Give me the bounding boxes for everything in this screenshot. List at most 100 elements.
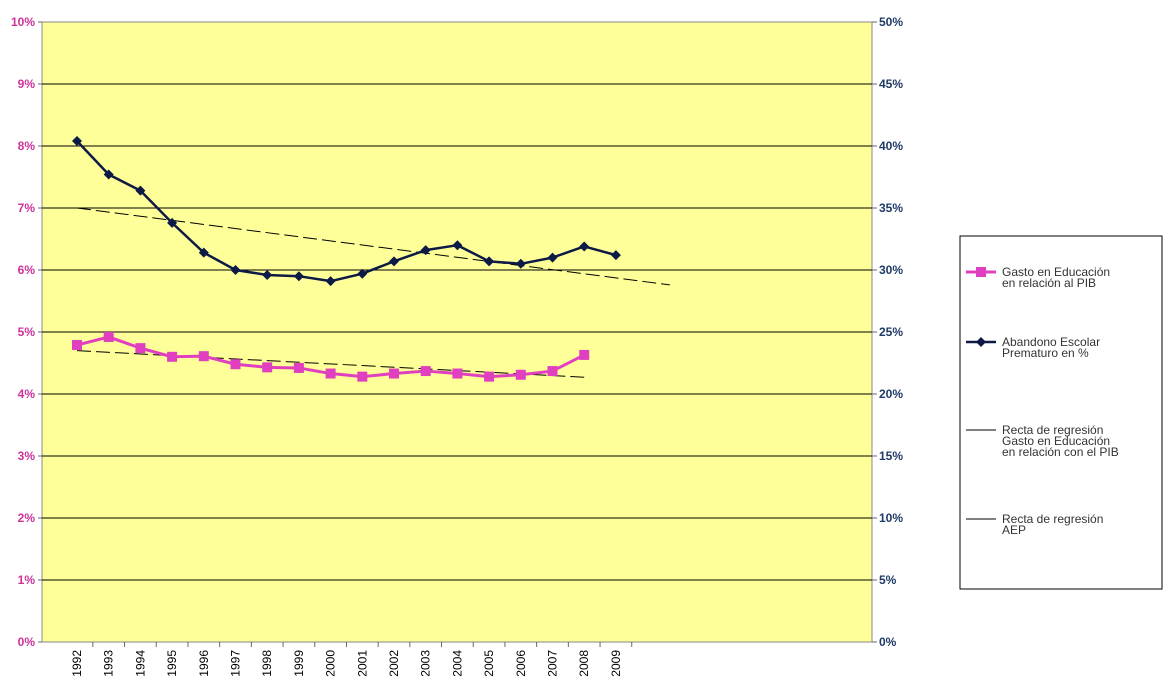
x-tick-label: 1996 xyxy=(197,650,211,677)
gridlines xyxy=(42,83,872,581)
right-tick-label: 25% xyxy=(879,325,903,339)
left-tick-label: 7% xyxy=(18,201,36,215)
data-point-aep xyxy=(262,269,273,280)
left-tick-label: 0% xyxy=(18,635,36,649)
x-tick-label: 2009 xyxy=(609,650,623,677)
left-tick-label: 5% xyxy=(18,325,36,339)
right-tick-label: 10% xyxy=(879,511,903,525)
legend-label: en relación con el PIB xyxy=(1002,445,1119,459)
legend-box xyxy=(959,235,1163,590)
data-point-aep xyxy=(610,250,621,261)
data-point-aep xyxy=(293,271,304,282)
x-tick-label: 2005 xyxy=(482,650,496,677)
data-point-aep xyxy=(515,258,526,269)
right-tick-label: 35% xyxy=(879,201,903,215)
left-axis: 0% 1% 2% 3% 4% 5% 6% 7% 8% 9% 10% xyxy=(11,15,42,649)
data-point-aep xyxy=(357,268,368,279)
x-tick-label: 2002 xyxy=(387,650,401,677)
data-point-aep xyxy=(452,240,463,251)
left-tick-label: 9% xyxy=(18,77,36,91)
x-tick-label: 2004 xyxy=(450,650,464,677)
x-tick-label: 1995 xyxy=(165,650,179,677)
right-tick-label: 15% xyxy=(879,449,903,463)
left-tick-label: 2% xyxy=(18,511,36,525)
x-tick-label: 1998 xyxy=(260,650,274,677)
left-tick-label: 10% xyxy=(11,15,35,29)
data-point-aep xyxy=(420,245,431,256)
data-point-gasto xyxy=(262,362,273,373)
x-tick-label: 2008 xyxy=(577,650,591,677)
x-tick-label: 2003 xyxy=(419,650,433,677)
right-tick-label: 40% xyxy=(879,139,903,153)
data-point-gasto xyxy=(167,351,178,362)
legend-label: Abandono Escolar xyxy=(1002,335,1100,349)
legend-label: Recta de regresión xyxy=(1002,512,1103,526)
data-point-aep xyxy=(167,217,178,228)
data-point-gasto xyxy=(389,368,399,379)
right-tick-label: 0% xyxy=(879,635,897,649)
left-tick-label: 8% xyxy=(18,139,36,153)
data-point-gasto xyxy=(579,349,590,360)
x-tick-label: 1992 xyxy=(70,650,84,677)
data-point-gasto xyxy=(515,369,526,380)
data-point-aep xyxy=(325,276,336,287)
legend-label: en relación al PIB xyxy=(1002,276,1096,290)
x-axis: 1992 1993 1994 1995 1996 1997 1998 1999 2000 2001… xyxy=(70,642,633,677)
legend-swatch-marker xyxy=(976,337,986,347)
x-tick-label: 2007 xyxy=(546,650,560,677)
data-point-gasto xyxy=(420,366,431,377)
x-tick-label: 2001 xyxy=(355,650,369,677)
series-line-1 xyxy=(76,140,617,283)
right-tick-label: 20% xyxy=(879,387,903,401)
x-tick-label: 2006 xyxy=(514,650,528,677)
left-tick-label: 4% xyxy=(18,387,36,401)
x-tick-label: 1999 xyxy=(292,650,306,677)
x-tick-label: 1994 xyxy=(133,650,147,677)
data-point-gasto xyxy=(325,368,336,379)
data-point-aep xyxy=(547,252,558,263)
data-point-aep xyxy=(103,169,114,180)
data-point-gasto xyxy=(198,351,209,362)
right-tick-label: 50% xyxy=(879,15,903,29)
series xyxy=(72,136,621,382)
left-tick-label: 3% xyxy=(18,449,36,463)
right-axis: 0% 5% 10% 15% 20% 25% 30% 35% 40% 45% 50% xyxy=(872,15,903,649)
legend-label: AEP xyxy=(1002,523,1026,537)
data-point-aep xyxy=(484,256,495,267)
data-point-aep xyxy=(389,256,399,267)
x-tick-label: 1993 xyxy=(102,650,116,677)
right-tick-label: 45% xyxy=(879,77,903,91)
legend-label: Gasto en Educación xyxy=(1002,434,1110,448)
legend-label: Gasto en Educación xyxy=(1002,265,1110,279)
data-point-aep xyxy=(72,136,82,147)
right-tick-label: 5% xyxy=(879,573,897,587)
x-tick-label: 1997 xyxy=(229,650,243,677)
data-point-gasto xyxy=(230,359,241,370)
data-point-gasto xyxy=(357,371,368,382)
legend-swatch-marker xyxy=(976,267,986,277)
legend-label: Recta de regresión xyxy=(1002,423,1103,437)
left-tick-label: 1% xyxy=(18,573,36,587)
legend-label: Prematuro en % xyxy=(1002,346,1089,360)
data-point-aep xyxy=(230,265,241,275)
data-point-gasto xyxy=(547,366,558,377)
x-tick-label: 2000 xyxy=(324,650,338,677)
data-point-gasto xyxy=(293,362,304,373)
data-point-gasto xyxy=(103,331,114,342)
data-point-aep xyxy=(198,247,209,258)
data-point-aep xyxy=(579,241,590,252)
trendline-aep xyxy=(76,207,670,286)
left-tick-label: 6% xyxy=(18,263,36,277)
data-point-gasto xyxy=(135,343,146,354)
data-point-gasto xyxy=(452,368,463,379)
data-point-aep xyxy=(135,185,146,196)
right-tick-label: 30% xyxy=(879,263,903,277)
data-point-gasto xyxy=(484,371,495,382)
data-point-gasto xyxy=(72,340,82,351)
